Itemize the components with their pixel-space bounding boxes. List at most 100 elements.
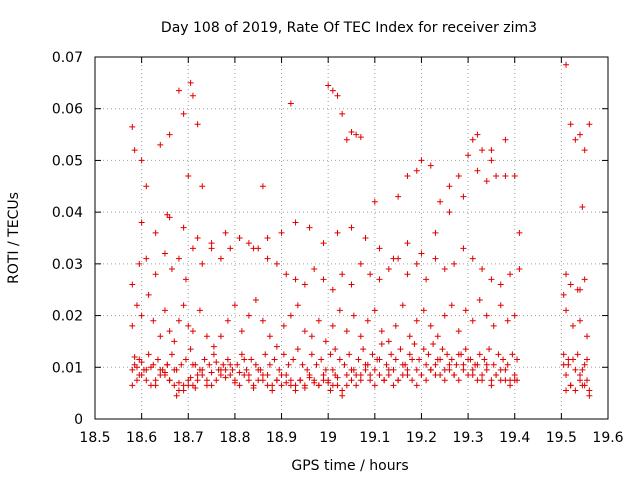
data-point [287, 312, 294, 319]
data-point [350, 366, 357, 373]
data-point [567, 121, 574, 128]
data-point [355, 356, 362, 363]
data-point [581, 276, 588, 283]
data-point [441, 266, 448, 273]
data-point [413, 260, 420, 267]
data-point [224, 356, 231, 363]
data-point [136, 356, 143, 363]
x-tick-label: 18.5 [79, 430, 110, 446]
data-point [283, 372, 290, 379]
data-point [385, 338, 392, 345]
y-tick-label: 0.07 [52, 50, 83, 66]
data-point [294, 346, 301, 353]
data-point [579, 366, 586, 373]
data-point [488, 147, 495, 154]
data-point [348, 224, 355, 231]
data-point [208, 245, 215, 252]
data-point [325, 82, 332, 89]
data-point [350, 312, 357, 319]
data-point [563, 307, 570, 314]
data-point [364, 361, 371, 368]
data-point [497, 302, 504, 309]
data-point [173, 366, 180, 373]
data-point [371, 366, 378, 373]
data-point [189, 382, 196, 389]
data-point [577, 131, 584, 138]
data-point [490, 361, 497, 368]
data-point [222, 366, 229, 373]
data-point [227, 372, 234, 379]
data-point [152, 229, 159, 236]
data-point [504, 361, 511, 368]
data-point [399, 372, 406, 379]
x-tick-label: 18.8 [219, 430, 250, 446]
data-point [392, 322, 399, 329]
data-point [236, 382, 243, 389]
data-point [488, 157, 495, 164]
data-point [348, 128, 355, 135]
data-point [343, 136, 350, 143]
data-point [178, 361, 185, 368]
data-point [245, 312, 252, 319]
data-point [161, 372, 168, 379]
data-point [166, 377, 173, 384]
data-point [362, 235, 369, 241]
data-point [164, 361, 171, 368]
data-point [404, 366, 411, 373]
data-point [483, 312, 490, 319]
data-point [472, 361, 479, 368]
data-point [278, 382, 285, 389]
data-point [567, 281, 574, 288]
data-point [441, 312, 448, 319]
data-point [241, 356, 248, 363]
data-point [565, 361, 572, 368]
data-point [187, 79, 194, 86]
data-point [390, 382, 397, 389]
data-point [439, 346, 446, 353]
data-point [320, 276, 327, 283]
data-point [292, 387, 299, 394]
data-point [341, 361, 348, 368]
data-point [189, 245, 196, 252]
data-point [208, 369, 215, 376]
data-point [339, 387, 346, 394]
data-point [164, 211, 171, 218]
data-point [446, 361, 453, 368]
data-point [189, 92, 196, 99]
data-point [262, 351, 269, 358]
data-point [145, 291, 152, 298]
data-point [402, 361, 409, 368]
data-point [194, 372, 201, 379]
data-point [227, 361, 234, 368]
data-point [285, 361, 292, 368]
data-point [413, 317, 420, 324]
data-point [227, 245, 234, 252]
data-point [514, 356, 521, 363]
data-point [570, 356, 577, 363]
data-point [166, 328, 173, 335]
data-point [376, 276, 383, 283]
data-point [357, 372, 364, 379]
plot-frame [94, 56, 609, 420]
data-point [577, 286, 584, 293]
data-point [376, 245, 383, 252]
data-point [266, 333, 273, 340]
y-tick-label: 0 [74, 412, 83, 428]
data-point [161, 250, 168, 257]
y-tick-label: 0.06 [52, 102, 83, 118]
data-point [332, 346, 339, 353]
data-point [129, 281, 136, 288]
data-point [339, 392, 346, 399]
data-point [446, 366, 453, 373]
data-point [166, 131, 173, 138]
data-point [383, 361, 390, 368]
x-tick-label: 18.7 [173, 430, 204, 446]
data-point [357, 333, 364, 340]
data-point [336, 356, 343, 363]
data-point [131, 361, 138, 368]
data-point [203, 333, 210, 340]
data-point [315, 382, 322, 389]
data-point [388, 351, 395, 358]
data-point [507, 271, 514, 278]
